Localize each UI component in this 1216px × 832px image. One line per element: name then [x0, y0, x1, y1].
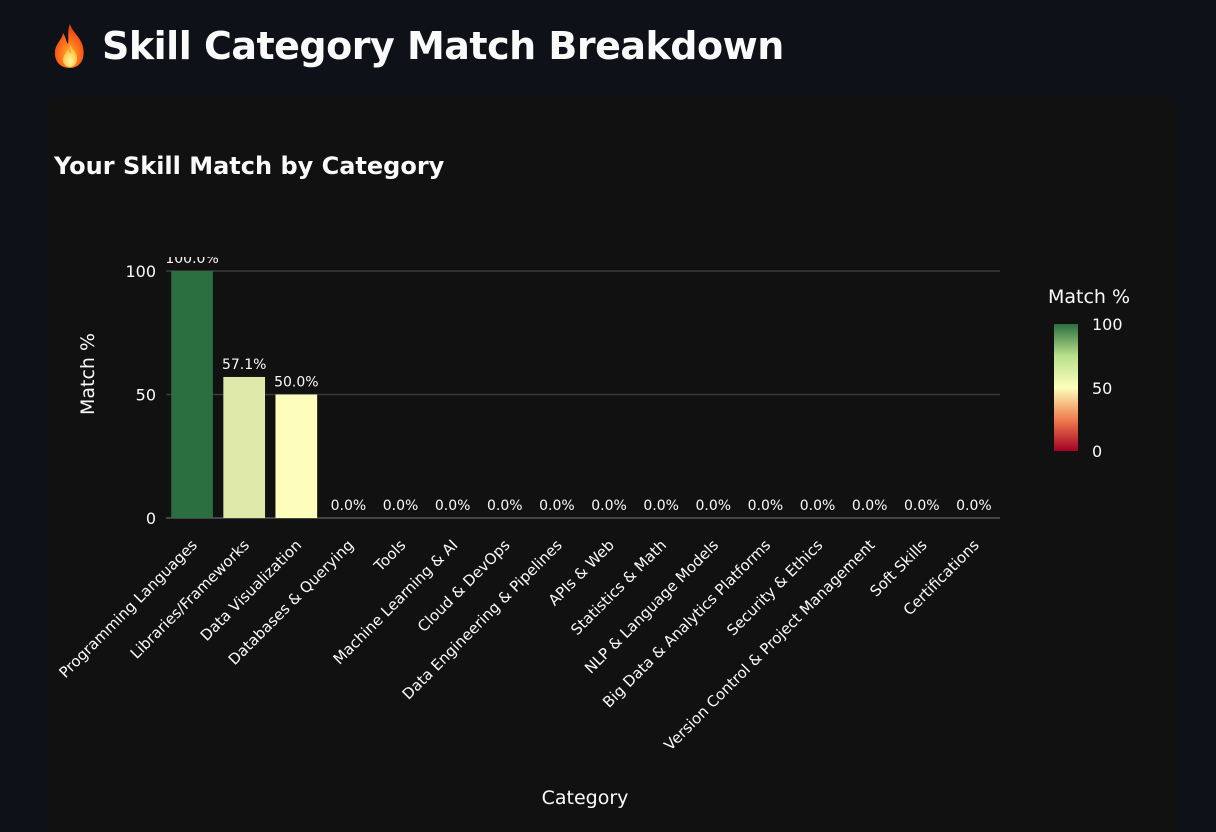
chart-panel: Your Skill Match by Category 100.0% 57.1%… — [48, 98, 1176, 832]
x-tick-label: Statistics & Math — [567, 536, 670, 639]
bar-data-label: 0.0% — [956, 498, 992, 514]
bar-data-label: 0.0% — [904, 498, 940, 514]
chart-title: Your Skill Match by Category — [54, 152, 445, 180]
bar[interactable] — [275, 394, 318, 519]
x-tick-label: Tools — [370, 536, 410, 576]
x-tick-label: Security & Ethics — [723, 536, 826, 639]
bar-data-label: 0.0% — [591, 498, 627, 514]
bar-data-label: 100.0% — [165, 251, 218, 267]
colorbar-title: Match % — [1048, 286, 1130, 308]
bar-data-label: 0.0% — [800, 498, 836, 514]
bar-data-label: 0.0% — [696, 498, 732, 514]
bar-data-label: 0.0% — [487, 498, 523, 514]
page-title: Skill Category Match Breakdown — [102, 24, 784, 68]
colorbar-gradient — [1054, 324, 1078, 451]
colorbar: Match % 100 50 0 — [1048, 286, 1130, 461]
bar-chart: 100.0% 57.1% 50.0% 0.0% 0.0% 0.0% 0.0% 0.0% 0.0%… — [55, 251, 1130, 809]
bars-layer — [171, 271, 318, 519]
x-tick-label: Cloud & DevOps — [414, 536, 514, 636]
bar-data-label: 0.0% — [539, 498, 575, 514]
y-tick-label: 50 — [136, 386, 156, 405]
bar[interactable] — [223, 376, 266, 518]
labels-layer: 100.0% 57.1% 50.0% 0.0% 0.0% 0.0% 0.0% 0.0% 0.0%… — [165, 251, 992, 514]
x-tick-label: Data Visualization — [197, 536, 305, 644]
bar-data-label: 57.1% — [222, 357, 266, 373]
x-axis-title: Category — [542, 787, 629, 809]
y-axis-title: Match % — [77, 333, 99, 415]
colorbar-tick: 50 — [1092, 379, 1112, 398]
bar-data-label: 0.0% — [852, 498, 888, 514]
bar-data-label: 0.0% — [383, 498, 419, 514]
y-tick-label: 100 — [125, 262, 156, 281]
bar-data-label: 0.0% — [435, 498, 471, 514]
bar[interactable] — [171, 271, 213, 518]
page-heading: Skill Category Match Breakdown — [50, 22, 784, 70]
bar-data-label: 0.0% — [748, 498, 784, 514]
bar-data-label: 0.0% — [643, 498, 679, 514]
colorbar-tick: 0 — [1092, 442, 1102, 461]
colorbar-tick: 100 — [1092, 315, 1123, 334]
bar-data-label: 50.0% — [274, 375, 318, 391]
y-tick-label: 0 — [146, 509, 156, 528]
bar-data-label: 0.0% — [331, 498, 367, 514]
flame-icon — [54, 24, 84, 68]
